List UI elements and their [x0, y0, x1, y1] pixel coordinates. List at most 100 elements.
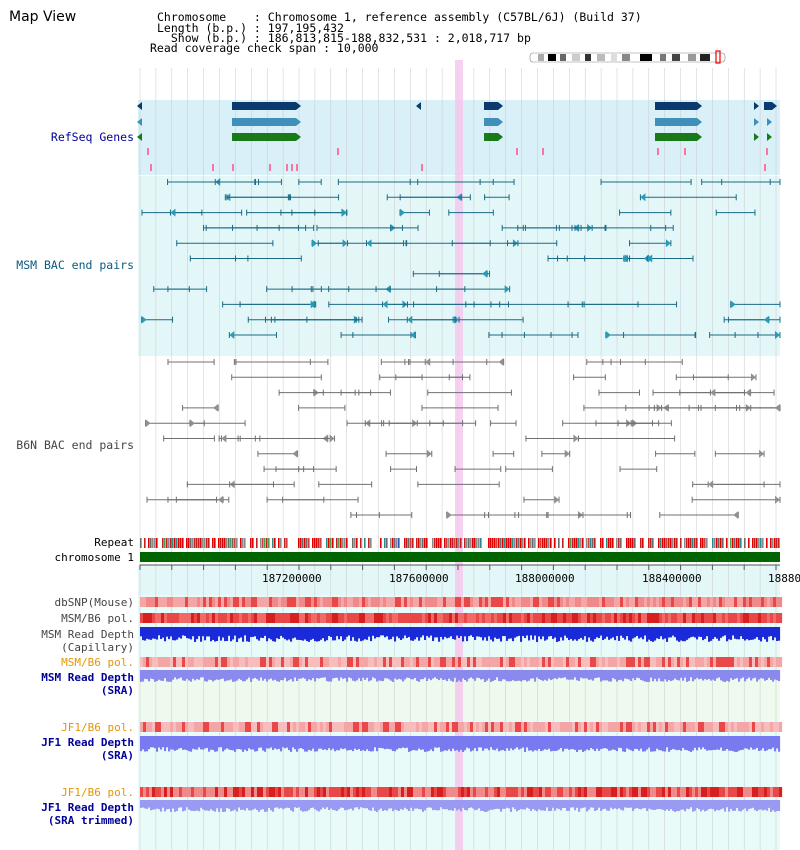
repeat-mark [616, 538, 618, 548]
repeat-track[interactable] [140, 538, 780, 548]
track-label-refseq[interactable]: RefSeq Genes [51, 130, 134, 144]
track-label-msm-b6-pol[interactable]: MSM/B6 pol. [61, 612, 134, 625]
depth-bar [600, 736, 603, 749]
depth-bar [772, 736, 775, 748]
track-label-msm-bac[interactable]: MSM BAC end pairs [16, 258, 134, 272]
depth-bar [494, 800, 497, 809]
chromosome-ideogram[interactable] [529, 50, 726, 64]
track-label-jf1-depth[interactable]: JF1 Read Depth [41, 736, 134, 749]
heat-cell [689, 722, 693, 732]
depth-bar [698, 670, 701, 680]
heat-cell [464, 613, 468, 623]
bac-pair-arrow [218, 495, 224, 504]
track-label-msm-depth-capillary[interactable]: MSM Read Depth [41, 628, 134, 641]
heat-cell [674, 657, 678, 667]
heat-cell [275, 597, 279, 607]
depth-bar [238, 800, 241, 808]
track-label-jf1-b6-pol[interactable]: JF1/B6 pol. [61, 721, 134, 734]
heat-cell [293, 613, 297, 623]
heat-cell [374, 787, 378, 797]
track-label-msm-depth-sra[interactable]: MSM Read Depth [41, 671, 134, 684]
depth-bar [566, 670, 569, 680]
heat-cell [551, 787, 555, 797]
depth-bar [738, 736, 741, 751]
heat-cell [566, 787, 570, 797]
repeat-mark [190, 538, 192, 548]
chromosome-bar[interactable] [140, 552, 780, 562]
heat-cell [551, 657, 555, 667]
depth-bar [352, 800, 355, 811]
depth-bar [348, 800, 351, 810]
track-label-dbsnp[interactable]: dbSNP(Mouse) [55, 596, 134, 609]
track-label-b6n-bac[interactable]: B6N BAC end pairs [16, 438, 134, 452]
depth-bar [234, 736, 237, 752]
heat-cell [347, 657, 351, 667]
repeat-mark [168, 538, 170, 548]
depth-bar [478, 800, 481, 809]
heat-cell [599, 657, 603, 667]
depth-bar [762, 800, 765, 811]
track-label-jf1-depth-trimmed[interactable]: JF1 Read Depth [41, 801, 134, 814]
heat-cell [149, 722, 153, 732]
depth-bar [474, 736, 477, 749]
heat-cell [722, 613, 726, 623]
track-label-chromosome[interactable]: chromosome 1 [55, 551, 134, 564]
heat-cell [140, 613, 144, 623]
heat-cell [719, 597, 723, 607]
depth-bar [322, 670, 325, 678]
heat-cell [251, 657, 255, 667]
heat-cell [338, 613, 342, 623]
depth-bar [270, 800, 273, 811]
depth-bar [140, 800, 143, 808]
heat-tracks[interactable] [140, 597, 783, 797]
msm-bac-pairs[interactable] [141, 178, 781, 339]
depth-bar [530, 670, 533, 679]
depth-bar [258, 627, 261, 641]
depth-bar [376, 800, 379, 812]
depth-tracks[interactable] [140, 627, 781, 812]
refseq-genes[interactable] [137, 102, 777, 171]
depth-bar [428, 800, 431, 808]
track-label-repeat[interactable]: Repeat [94, 536, 134, 549]
selection-highlight[interactable] [455, 60, 463, 850]
depth-bar [622, 627, 625, 638]
depth-bar [338, 627, 341, 640]
depth-bar [738, 627, 741, 640]
depth-bar [640, 627, 643, 638]
depth-bar [748, 800, 751, 809]
heat-cell [266, 597, 270, 607]
gene-marker [542, 148, 544, 155]
heat-cell [440, 787, 444, 797]
heat-cell [476, 613, 480, 623]
depth-bar [428, 736, 431, 751]
heat-cell [419, 722, 423, 732]
heat-cell [236, 722, 240, 732]
gene-stub [137, 102, 142, 110]
depth-bar [644, 800, 647, 809]
depth-bar [534, 736, 537, 751]
heat-cell [719, 657, 723, 667]
depth-bar [368, 670, 371, 682]
heat-cell [725, 597, 729, 607]
depth-bar [264, 627, 267, 636]
heat-cell [647, 597, 651, 607]
track-label-jf1-b6-pol-trimmed[interactable]: JF1/B6 pol. [61, 786, 134, 799]
heat-cell [287, 722, 291, 732]
depth-bar [470, 670, 473, 678]
b6n-bac-pairs[interactable] [145, 358, 781, 519]
heat-cell [608, 613, 612, 623]
track-label-msm-b6-pol-sra[interactable]: MSM/B6 pol. [61, 656, 134, 669]
depth-bar [278, 627, 281, 640]
heat-cell [737, 787, 741, 797]
heat-cell [518, 613, 522, 623]
depth-bar [328, 627, 331, 637]
repeat-mark [458, 538, 460, 548]
bac-pair-arrow [229, 331, 235, 339]
depth-bar [590, 670, 593, 680]
repeat-mark [356, 538, 358, 548]
depth-bar [476, 670, 479, 678]
depth-bar [646, 627, 649, 642]
heat-cell [407, 613, 411, 623]
